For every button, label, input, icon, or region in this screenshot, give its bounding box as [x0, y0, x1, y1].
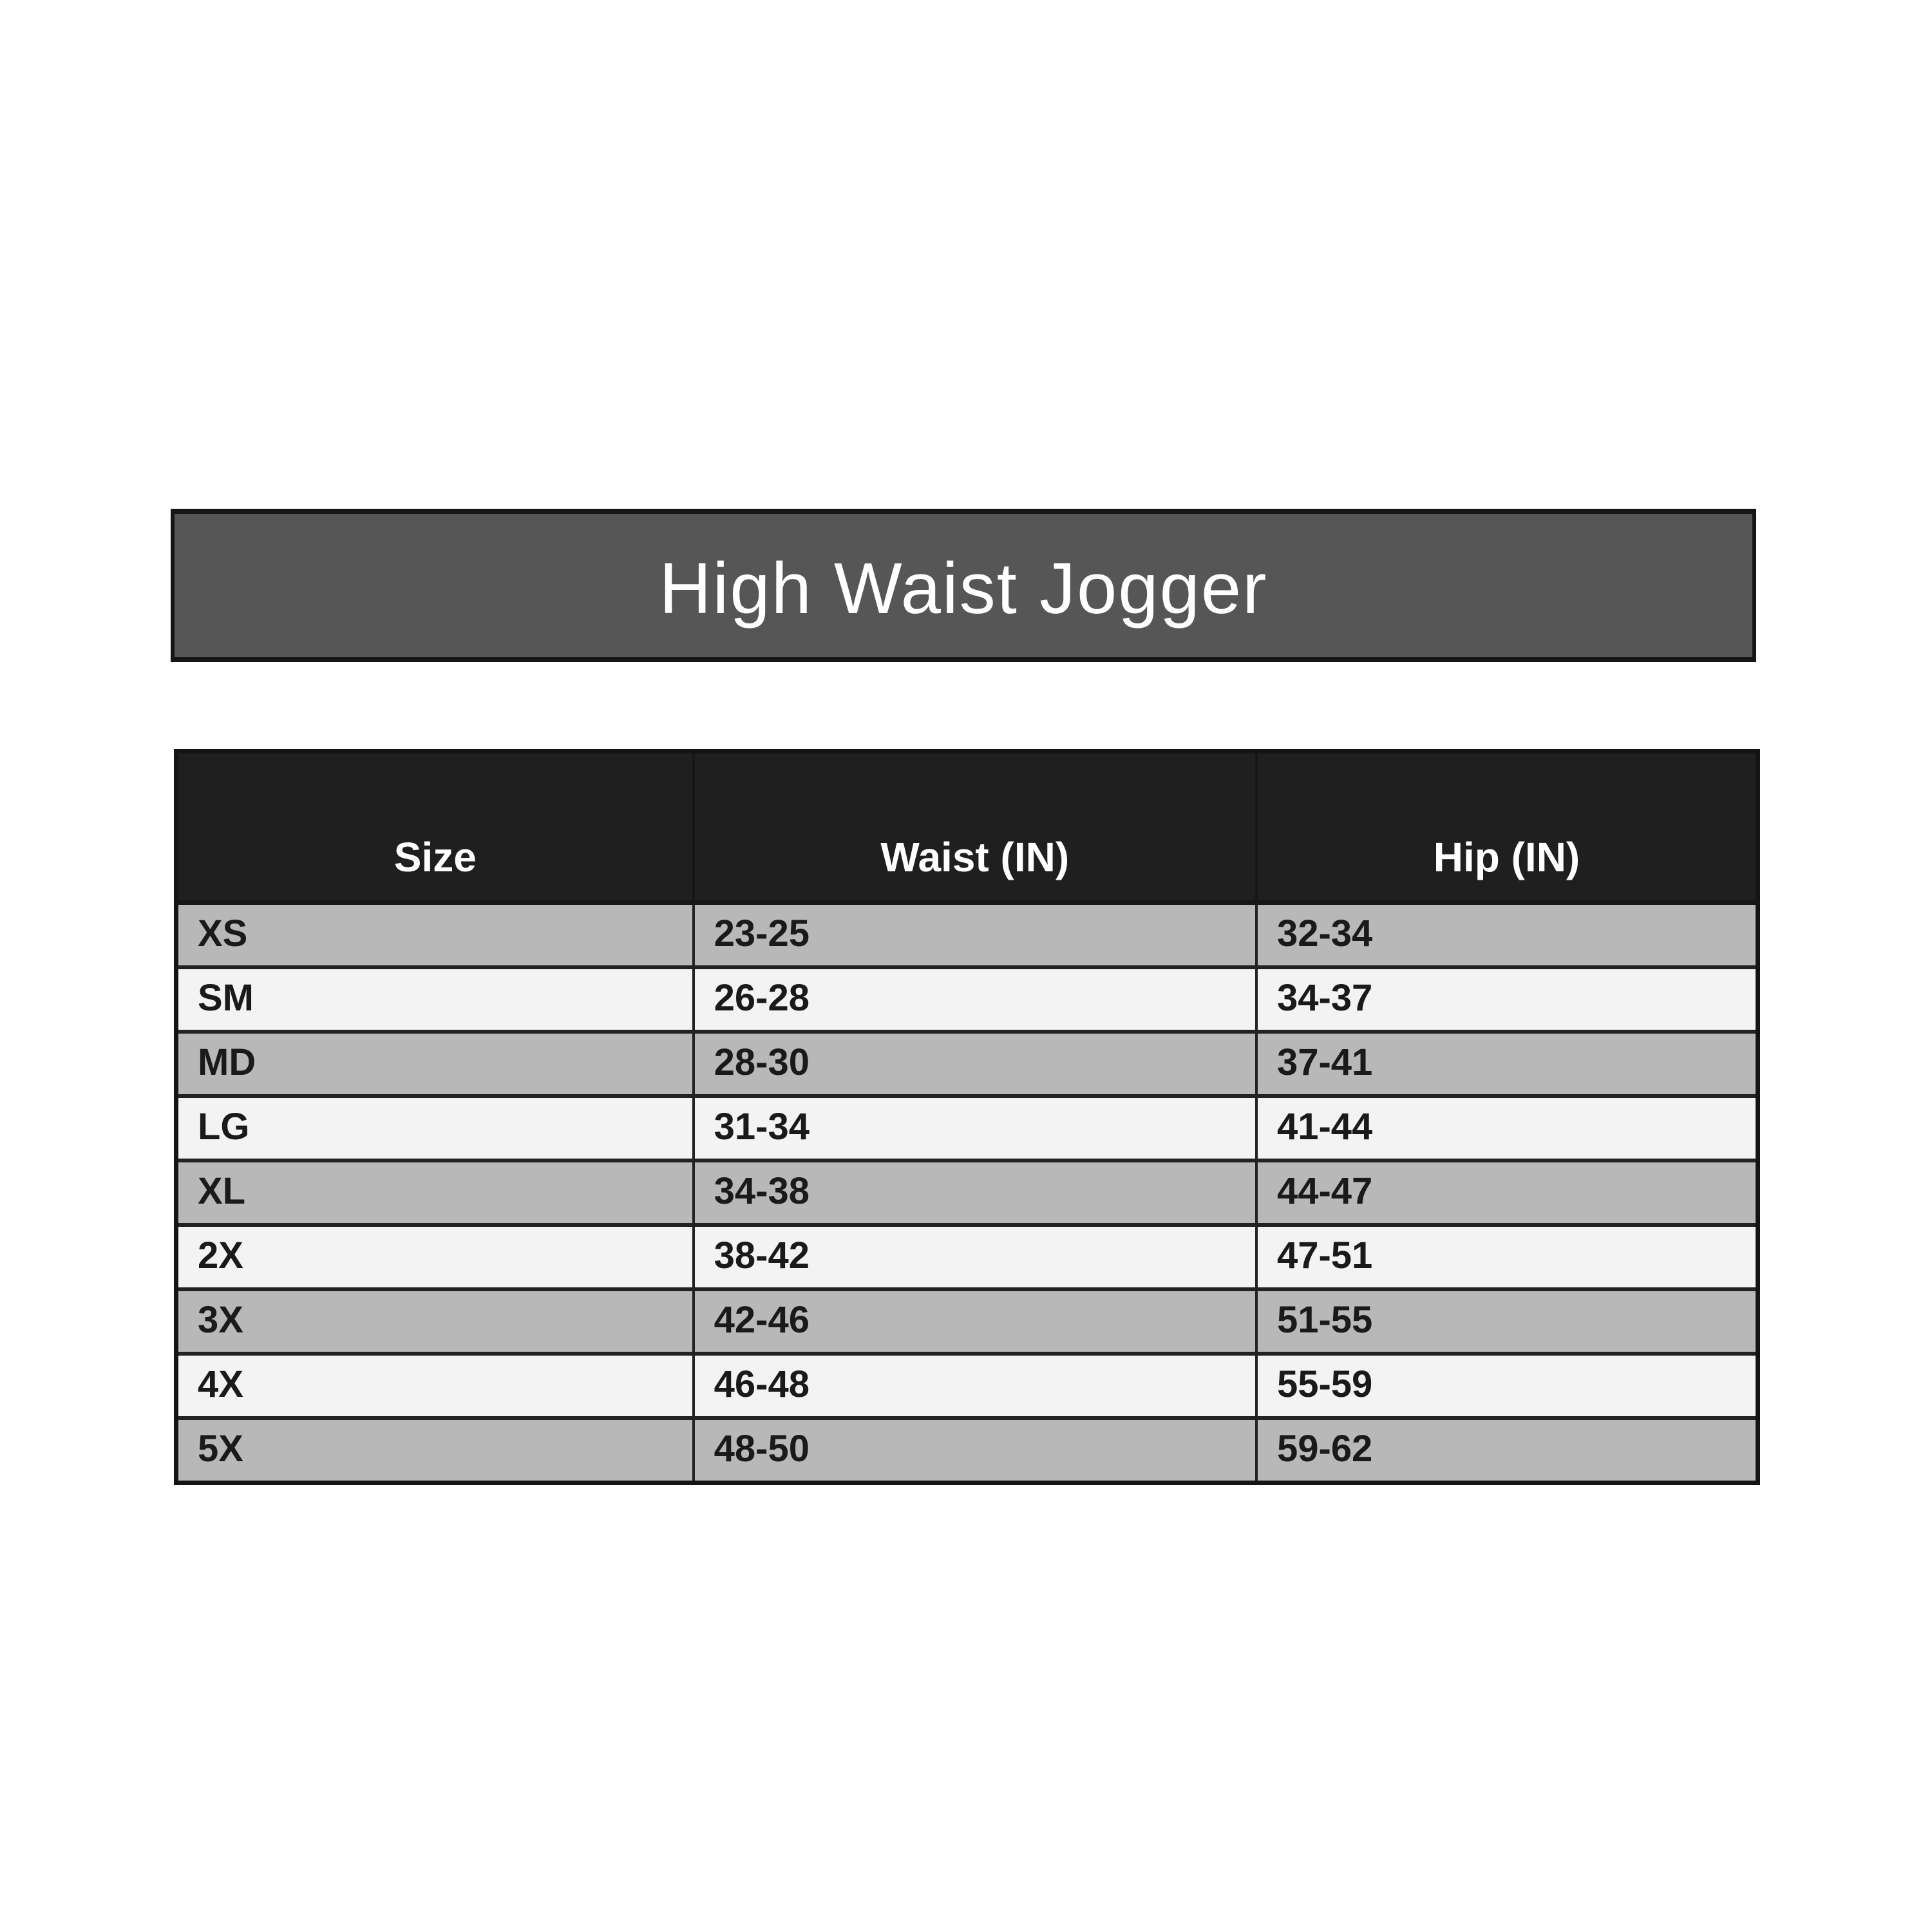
table-row: 4X 46-48 55-59 — [175, 1352, 1759, 1420]
column-header-size: Size — [175, 750, 695, 905]
waist-cell: 31-34 — [692, 1094, 1258, 1162]
waist-cell: 26-28 — [692, 965, 1258, 1034]
hip-cell: 34-37 — [1255, 965, 1759, 1034]
size-cell: 4X — [175, 1352, 695, 1420]
waist-cell: 48-50 — [692, 1416, 1258, 1485]
size-chart-table: Size Waist (IN) Hip (IN) XS 23-25 32-34 … — [174, 749, 1760, 1485]
waist-cell: 28-30 — [692, 1030, 1258, 1098]
hip-cell: 32-34 — [1255, 900, 1759, 969]
size-cell: SM — [175, 965, 695, 1034]
table-row: SM 26-28 34-37 — [175, 965, 1759, 1034]
size-cell: MD — [175, 1030, 695, 1098]
title-banner: High Waist Jogger — [171, 509, 1756, 662]
hip-cell: 59-62 — [1255, 1416, 1759, 1485]
size-cell: 5X — [175, 1416, 695, 1485]
size-chart-header: Size Waist (IN) Hip (IN) — [175, 750, 1759, 905]
size-cell: 3X — [175, 1287, 695, 1356]
size-cell: XS — [175, 900, 695, 969]
header-row: Size Waist (IN) Hip (IN) — [175, 750, 1759, 905]
size-cell: 2X — [175, 1223, 695, 1291]
waist-cell: 42-46 — [692, 1287, 1258, 1356]
hip-cell: 44-47 — [1255, 1159, 1759, 1227]
waist-cell: 34-38 — [692, 1159, 1258, 1227]
table-row: LG 31-34 41-44 — [175, 1094, 1759, 1162]
hip-cell: 55-59 — [1255, 1352, 1759, 1420]
size-cell: LG — [175, 1094, 695, 1162]
page-title: High Waist Jogger — [659, 547, 1268, 629]
table-row: 5X 48-50 59-62 — [175, 1416, 1759, 1485]
hip-cell: 51-55 — [1255, 1287, 1759, 1356]
table-row: XL 34-38 44-47 — [175, 1159, 1759, 1227]
table-row: 3X 42-46 51-55 — [175, 1287, 1759, 1356]
waist-cell: 23-25 — [692, 900, 1258, 969]
table-row: XS 23-25 32-34 — [175, 900, 1759, 969]
hip-cell: 37-41 — [1255, 1030, 1759, 1098]
size-cell: XL — [175, 1159, 695, 1227]
column-header-hip: Hip (IN) — [1255, 750, 1759, 905]
waist-cell: 38-42 — [692, 1223, 1258, 1291]
size-chart-body: XS 23-25 32-34 SM 26-28 34-37 MD 28-30 3… — [175, 900, 1759, 1485]
hip-cell: 47-51 — [1255, 1223, 1759, 1291]
size-chart-container: Size Waist (IN) Hip (IN) XS 23-25 32-34 … — [174, 749, 1760, 1485]
table-row: MD 28-30 37-41 — [175, 1030, 1759, 1098]
column-header-waist: Waist (IN) — [692, 750, 1258, 905]
table-row: 2X 38-42 47-51 — [175, 1223, 1759, 1291]
waist-cell: 46-48 — [692, 1352, 1258, 1420]
hip-cell: 41-44 — [1255, 1094, 1759, 1162]
